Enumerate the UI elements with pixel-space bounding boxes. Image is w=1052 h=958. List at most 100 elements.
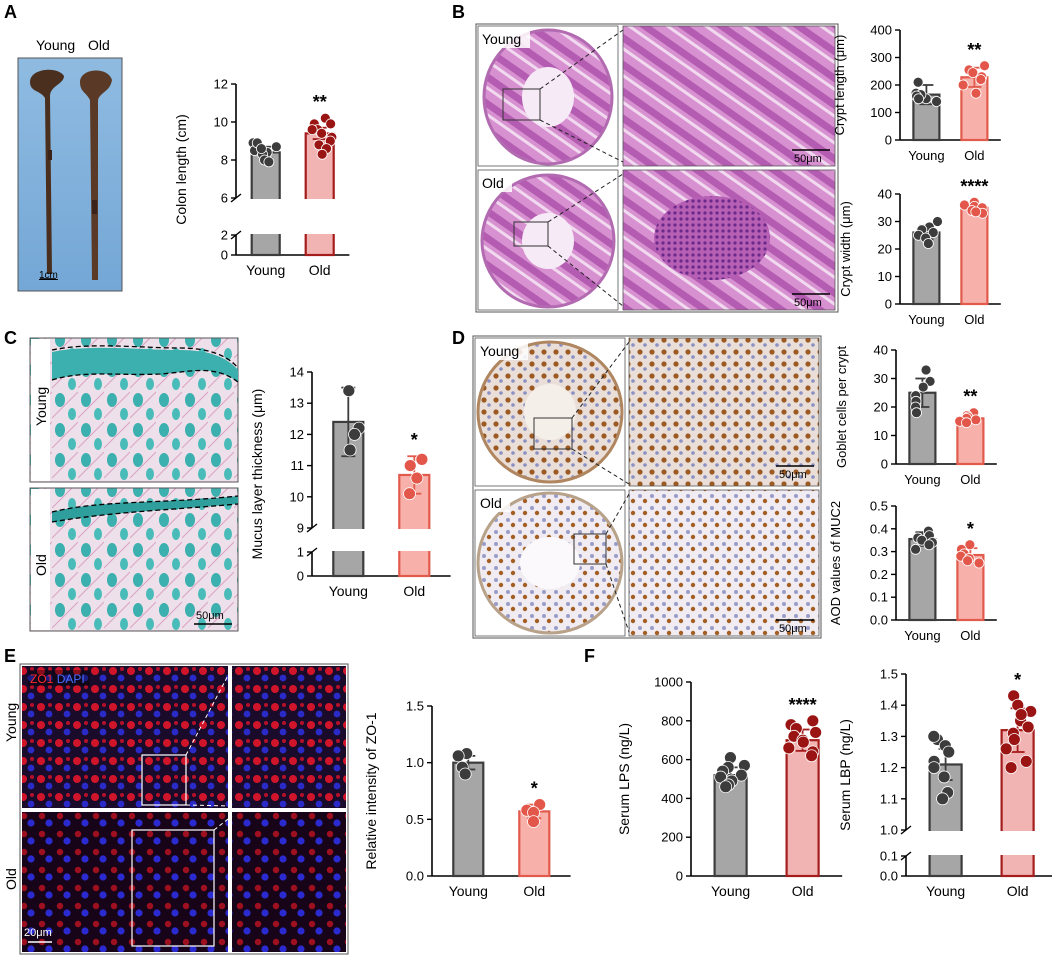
significance-marker: **** — [960, 176, 988, 196]
chart-goblet-cells: 0 10 20 30 40 Goblet cells per crypt Young Old *… — [834, 343, 997, 487]
data-point — [316, 127, 328, 139]
data-point — [920, 364, 932, 376]
panel-letter-E: E — [4, 646, 16, 666]
x-tick-label: Old — [1007, 883, 1029, 899]
y-tick-label: 40 — [874, 343, 888, 358]
bar-break-gap — [926, 831, 965, 855]
colon-photo — [17, 57, 123, 292]
micro-C-label-young: Young — [33, 387, 49, 426]
y-tick-label: 13 — [290, 396, 304, 411]
bar-old — [785, 739, 820, 878]
y-axis-label: Crypt length (μm) — [832, 35, 847, 136]
x-tick-label: Old — [523, 883, 545, 899]
x-tick-label: Old — [964, 312, 984, 327]
micro-E-label-young: Young — [3, 703, 19, 742]
y-tick-label: 20 — [874, 400, 888, 415]
data-point — [306, 124, 318, 136]
data-point — [932, 216, 943, 227]
data-point — [936, 792, 949, 806]
data-point — [942, 745, 956, 759]
x-tick-label: Old — [792, 883, 814, 899]
data-point — [255, 143, 267, 155]
panel-letter-C: C — [4, 328, 17, 348]
data-point — [1007, 733, 1021, 746]
y-tick-label: 0.3 — [870, 544, 888, 559]
y-tick-label: 0.5 — [870, 499, 888, 514]
y-tick-label: 30 — [874, 371, 888, 386]
micro-B-label-old: Old — [482, 175, 504, 191]
data-point — [964, 539, 976, 551]
chart-zo1-intensity: 0.0 0.5 1.0 1.5 Relative intensity of ZO-1 Yo… — [363, 699, 571, 899]
y-tick-label: 10 — [290, 489, 304, 504]
data-point — [1021, 720, 1035, 734]
data-point — [782, 741, 796, 755]
photo-label-old: Old — [88, 37, 110, 53]
y-tick-label: 0.0 — [880, 869, 898, 884]
x-tick-label: Young — [908, 312, 944, 327]
y-tick-label: 0 — [881, 457, 888, 472]
data-point — [734, 768, 748, 782]
significance-marker: * — [531, 779, 538, 799]
bar-break-gap — [248, 199, 283, 234]
y-tick-label: 0 — [297, 569, 304, 584]
x-tick-label: Young — [904, 628, 940, 643]
data-point — [927, 761, 941, 774]
bar-break-gap — [302, 199, 337, 234]
y-tick-label: 300 — [870, 50, 892, 65]
alcian-micrograph-panel — [29, 337, 239, 632]
data-point — [403, 459, 417, 473]
y-tick-label: 0 — [885, 297, 892, 312]
micro-D-scale-bottom: 50μm — [779, 623, 807, 635]
y-tick-label: 0 — [221, 248, 228, 263]
y-axis-label: Goblet cells per crypt — [834, 346, 849, 468]
data-point — [458, 767, 472, 781]
micro-E-label-old: Old — [3, 868, 19, 890]
data-point — [931, 96, 942, 107]
y-tick-label: 20 — [878, 242, 892, 257]
data-point — [967, 67, 979, 79]
y-tick-label: 400 — [870, 23, 892, 38]
y-tick-label: 0.1 — [870, 590, 888, 605]
y-tick-label: 1000 — [654, 675, 683, 690]
y-tick-label: 10 — [214, 115, 228, 130]
y-tick-label: 8 — [221, 153, 228, 168]
y-axis-label: Serum LBP (ng/L) — [837, 719, 853, 831]
significance-marker: * — [967, 519, 974, 539]
bar-old — [960, 206, 989, 306]
svg-text:ZO1 DAPI: ZO1 DAPI — [30, 672, 85, 686]
x-tick-label: Young — [908, 148, 944, 163]
bar-break-gap — [330, 529, 367, 551]
data-point — [912, 76, 924, 88]
ihc-micrograph-panel — [472, 335, 822, 639]
data-point — [527, 815, 540, 828]
y-tick-label: 0.4 — [870, 521, 888, 536]
data-point — [957, 79, 969, 91]
x-tick-label: Young — [904, 472, 940, 487]
x-tick-label: Old — [964, 148, 984, 163]
data-point — [975, 74, 987, 85]
y-tick-label: 1.2 — [880, 760, 898, 775]
data-point — [1014, 708, 1028, 721]
y-tick-label: 800 — [661, 713, 683, 728]
chart-serum-lbp: 0.0 0.1 1.0 1.1 1.2 1.3 1.4 1.5 Serum LBP (ng/L)… — [837, 667, 1052, 899]
data-point — [910, 543, 921, 555]
photo-label-young: Young — [36, 37, 75, 53]
data-point — [809, 726, 823, 739]
y-tick-label: 30 — [878, 214, 892, 229]
y-tick-label: 1.5 — [406, 699, 424, 714]
x-tick-label: Young — [711, 883, 750, 899]
data-point — [342, 384, 356, 398]
data-point — [719, 780, 733, 794]
y-axis-label: Mucus layer thickness (μm) — [249, 389, 265, 560]
if-label-zo1: ZO1 — [30, 672, 54, 686]
y-tick-label: 600 — [661, 752, 683, 767]
y-tick-label: 1.3 — [880, 729, 898, 744]
data-point — [403, 487, 416, 501]
y-tick-label: 1.0 — [406, 755, 424, 770]
panel-letter-D: D — [452, 328, 465, 348]
significance-marker: ** — [967, 40, 981, 60]
panel-letter-A: A — [4, 2, 17, 22]
data-point — [962, 555, 974, 567]
y-axis-label: Serum LPS (ng/L) — [616, 723, 632, 835]
y-tick-label: 1 — [297, 545, 304, 560]
